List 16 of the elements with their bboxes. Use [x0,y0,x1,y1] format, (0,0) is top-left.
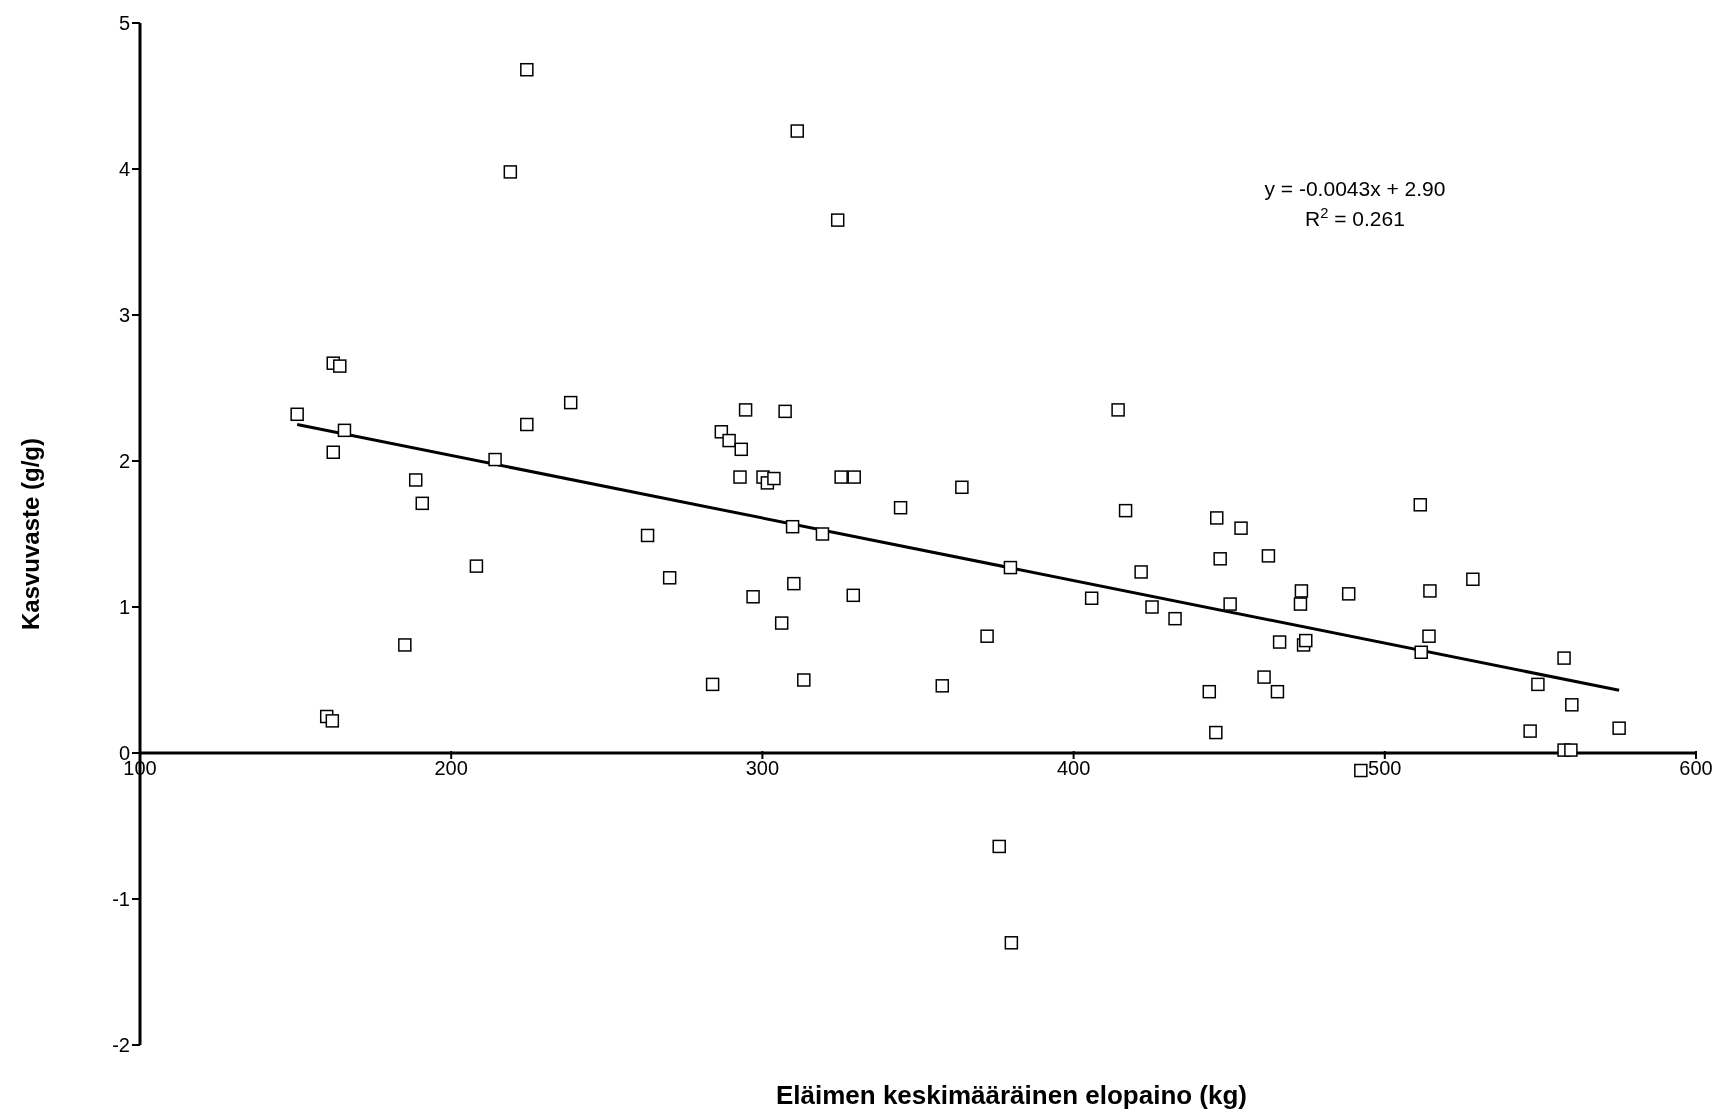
x-tick-label: 300 [745,757,780,779]
annotation: y = -0.0043x + 2.90 [1264,177,1446,200]
y-tick-label: 3 [118,304,130,327]
x-tick-label: 200 [434,757,468,779]
y-tick-label: 2 [118,450,130,473]
y-tick-label: -1 [112,888,130,911]
y-tick-label: 4 [118,158,130,181]
y-tick-label: -2 [112,1034,130,1057]
annotation: R$^{2}$ = 0.261 [1305,205,1405,230]
x-tick-label: 500 [1368,757,1402,779]
x-tick-label: 400 [1056,757,1091,779]
y-tick-label: 5 [118,12,130,35]
x-axis-title: Eläimen keskimääräinen elopaino (kg) [774,1080,1249,1111]
y-axis-title: Kasvuvaste (g/g) [16,437,44,631]
x-tick-label: 600 [1679,757,1713,779]
y-tick-label: 1 [118,596,130,619]
